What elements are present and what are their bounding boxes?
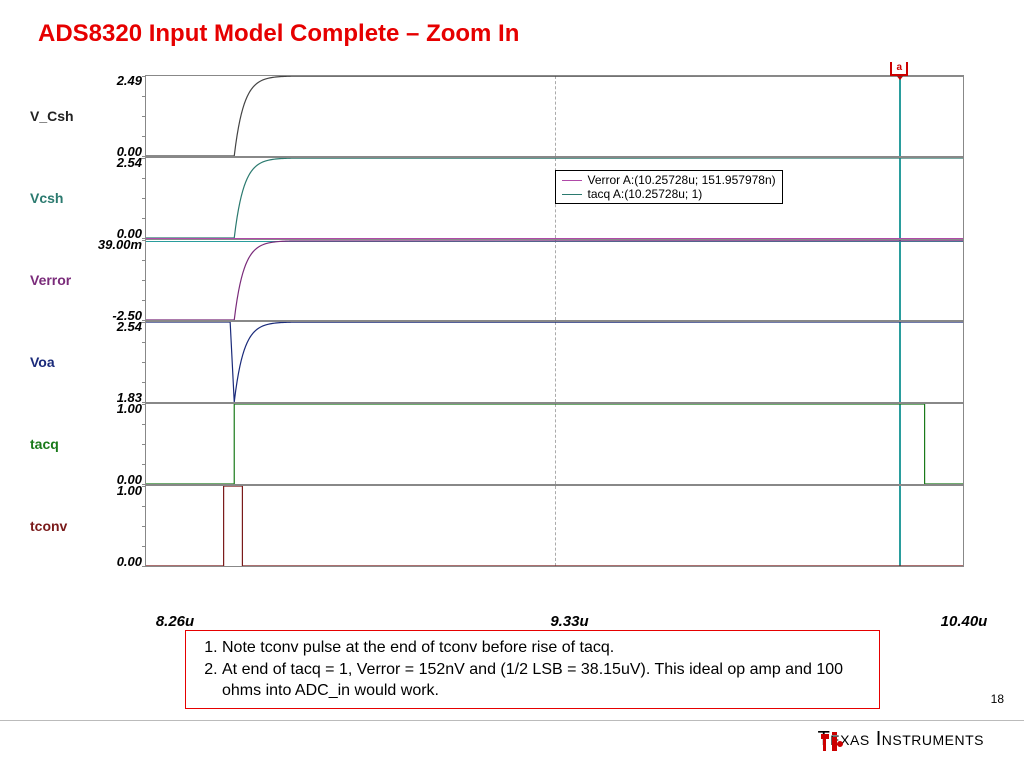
plot-vcsh: Verror A:(10.25728u; 151.957978n)tacq A:… <box>145 157 964 239</box>
panel-label-verror: Verror <box>30 239 90 321</box>
notes-list: Note tconv pulse at the end of tconv bef… <box>222 637 869 702</box>
panel-label-vcsh_top: V_Csh <box>30 75 90 157</box>
page-number: 18 <box>991 692 1004 706</box>
ytick-max: 2.54 <box>117 155 142 170</box>
slide-title: ADS8320 Input Model Complete – Zoom In <box>38 20 519 48</box>
plot-tacq <box>145 403 964 485</box>
ytick-max: 1.00 <box>117 401 142 416</box>
legend-row: Verror A:(10.25728u; 151.957978n) <box>562 173 776 187</box>
ytick-max: 1.00 <box>117 483 142 498</box>
legend-box: Verror A:(10.25728u; 151.957978n)tacq A:… <box>555 170 783 204</box>
plot-verror <box>145 239 964 321</box>
panel-tacq: tacq1.000.00 <box>30 403 964 485</box>
panel-vcsh_top: V_Csh2.490.00a <box>30 75 964 157</box>
legend-row: tacq A:(10.25728u; 1) <box>562 187 776 201</box>
footer-divider <box>0 720 1024 721</box>
panel-verror: Verror39.00m-2.50 <box>30 239 964 321</box>
plot-vcsh_top: a <box>145 75 964 157</box>
ytick-min: 0.00 <box>117 554 142 569</box>
plot-voa <box>145 321 964 403</box>
xtick-2: 10.40u <box>941 613 988 630</box>
ti-logo-icon <box>818 728 846 754</box>
note-2: At end of tacq = 1, Verror = 152nV and (… <box>222 659 869 702</box>
xtick-1: 9.33u <box>550 613 588 630</box>
ytick-max: 2.49 <box>117 73 142 88</box>
panel-vcsh: Vcsh2.540.00Verror A:(10.25728u; 151.957… <box>30 157 964 239</box>
panel-voa: Voa2.541.83 <box>30 321 964 403</box>
notes-box: Note tconv pulse at the end of tconv bef… <box>185 630 880 709</box>
xtick-0: 8.26u <box>156 613 194 630</box>
chart-area: V_Csh2.490.00aVcsh2.540.00Verror A:(10.2… <box>30 75 964 605</box>
panel-label-voa: Voa <box>30 321 90 403</box>
footer-brand: Texas Instruments <box>818 728 984 751</box>
panel-label-tacq: tacq <box>30 403 90 485</box>
panel-label-vcsh: Vcsh <box>30 157 90 239</box>
cursor-marker: a <box>890 62 908 76</box>
ytick-max: 39.00m <box>98 237 142 252</box>
ytick-max: 2.54 <box>117 319 142 334</box>
plot-tconv <box>145 485 964 567</box>
panel-tconv: tconv 1.00 0.00 <box>30 485 964 567</box>
note-1: Note tconv pulse at the end of tconv bef… <box>222 637 869 659</box>
panel-label-tconv: tconv <box>30 485 90 567</box>
